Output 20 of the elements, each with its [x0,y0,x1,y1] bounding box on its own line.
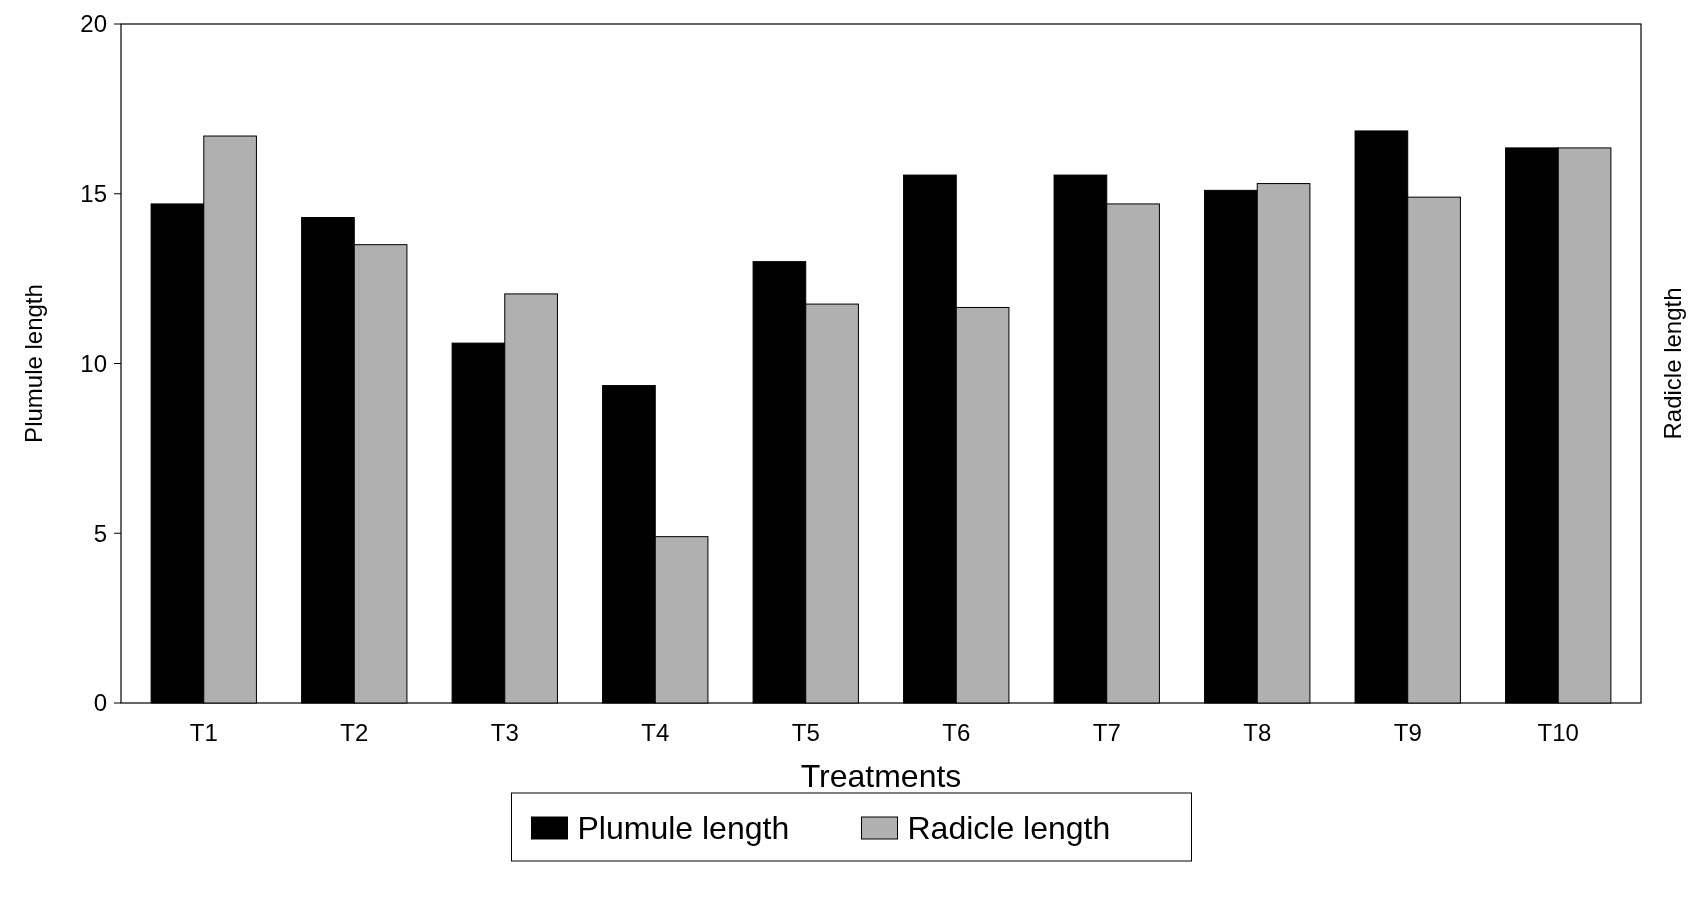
x-tick-label: T5 [791,719,820,746]
x-axis-title: Treatments [800,758,962,794]
legend-label: Plumule length [577,810,790,847]
x-tick-label: T1 [189,719,218,746]
y2-axis-title: Radicle length [1659,287,1686,440]
x-tick-label: T6 [942,719,971,746]
x-tick-label: T4 [641,719,670,746]
y-tick-label: 15 [80,180,107,208]
x-tick-label: T8 [1243,719,1272,746]
x-tick-label: T10 [1537,719,1579,746]
y-tick-label: 0 [93,689,107,717]
x-tick-label: T2 [340,719,369,746]
x-tick-label: T9 [1393,719,1422,746]
y-axis-title: Plumule length [20,284,47,443]
x-tick-label: T3 [490,719,519,746]
x-tick-label: T7 [1092,719,1121,746]
y-tick-label: 10 [80,349,107,377]
legend-label: Radicle length [907,810,1111,847]
y-tick-label: 5 [93,519,107,547]
y-tick-label: 20 [80,10,107,38]
